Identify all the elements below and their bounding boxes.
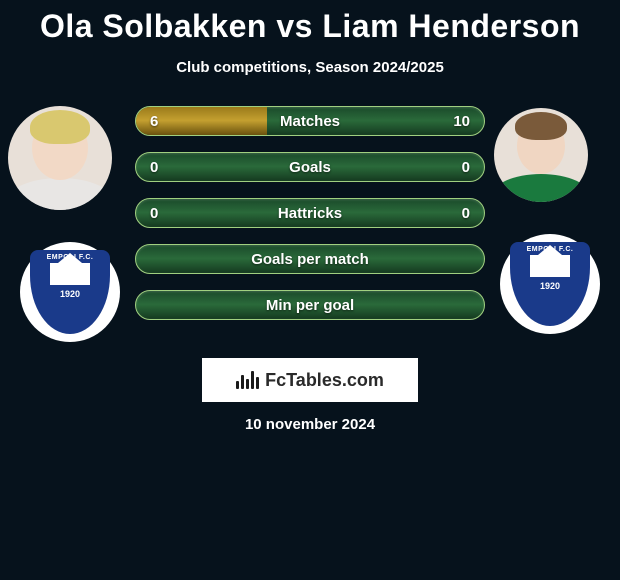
subtitle: Club competitions, Season 2024/2025	[0, 59, 620, 76]
stat-row-goals-per-match: Goals per match	[135, 244, 485, 274]
stat-row-hattricks: 0 Hattricks 0	[135, 198, 485, 228]
shield-icon: EMPOLI F.C. 1920	[30, 250, 110, 334]
stat-right-value: 0	[462, 199, 470, 227]
left-club-year: 1920	[60, 289, 80, 299]
left-player-avatar	[8, 106, 112, 210]
stat-row-goals: 0 Goals 0	[135, 152, 485, 182]
date-text: 10 november 2024	[0, 416, 620, 433]
comparison-area: EMPOLI F.C. 1920 EMPOLI F.C. 1920 6 Matc…	[0, 106, 620, 356]
stat-row-min-per-goal: Min per goal	[135, 290, 485, 320]
brand-bars-icon	[236, 371, 259, 389]
stat-row-matches: 6 Matches 10	[135, 106, 485, 136]
stat-label: Min per goal	[136, 291, 484, 319]
right-player-avatar	[494, 108, 588, 202]
right-club-badge: EMPOLI F.C. 1920	[500, 234, 600, 334]
brand-box: FcTables.com	[202, 358, 418, 402]
stat-label: Hattricks	[136, 199, 484, 227]
page-title: Ola Solbakken vs Liam Henderson	[0, 0, 620, 45]
stat-right-value: 0	[462, 153, 470, 181]
shield-icon: EMPOLI F.C. 1920	[510, 242, 590, 326]
stat-bars: 6 Matches 10 0 Goals 0 0 Hattricks 0 Goa…	[135, 106, 485, 336]
brand-text: FcTables.com	[265, 370, 384, 391]
left-club-badge: EMPOLI F.C. 1920	[20, 242, 120, 342]
stat-right-value: 10	[453, 107, 470, 135]
stat-label: Goals per match	[136, 245, 484, 273]
stat-label: Matches	[136, 107, 484, 135]
right-club-year: 1920	[540, 281, 560, 291]
stat-label: Goals	[136, 153, 484, 181]
